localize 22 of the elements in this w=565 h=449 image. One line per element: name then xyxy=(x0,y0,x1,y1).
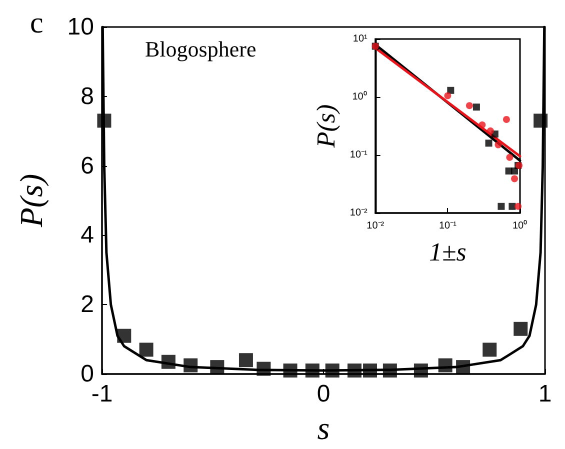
y-tick-label: 8 xyxy=(80,82,94,110)
x-tick-label: 10⁻² xyxy=(366,220,385,232)
y-tick-label: 10⁻² xyxy=(350,208,368,218)
y-tick-label: 10 xyxy=(67,14,94,40)
y-axis-title: P(s) xyxy=(13,174,49,228)
y-tick-label: 10⁰ xyxy=(352,90,368,102)
annotation: Blogosphere xyxy=(145,36,256,62)
x-tick-label: -1 xyxy=(91,380,113,408)
x-tick-label: 0 xyxy=(316,380,330,408)
x-tick-label: 10⁰ xyxy=(512,220,528,232)
x-axis-title: s xyxy=(317,410,330,446)
text: c xyxy=(30,6,44,40)
y-tick-label: 4 xyxy=(80,222,94,249)
y-tick-label: 10⁻¹ xyxy=(350,150,368,160)
y-tick-label: 0 xyxy=(80,360,94,388)
y-tick-label: 2 xyxy=(80,291,94,318)
x-tick-label: 1 xyxy=(538,380,552,408)
x-tick-label: 10⁻¹ xyxy=(438,220,458,232)
y-tick-label: 10¹ xyxy=(352,34,368,44)
x-axis-title: 1±s xyxy=(428,238,466,266)
y-axis-title: P(s) xyxy=(312,104,340,149)
y-tick-label: 6 xyxy=(80,152,94,180)
